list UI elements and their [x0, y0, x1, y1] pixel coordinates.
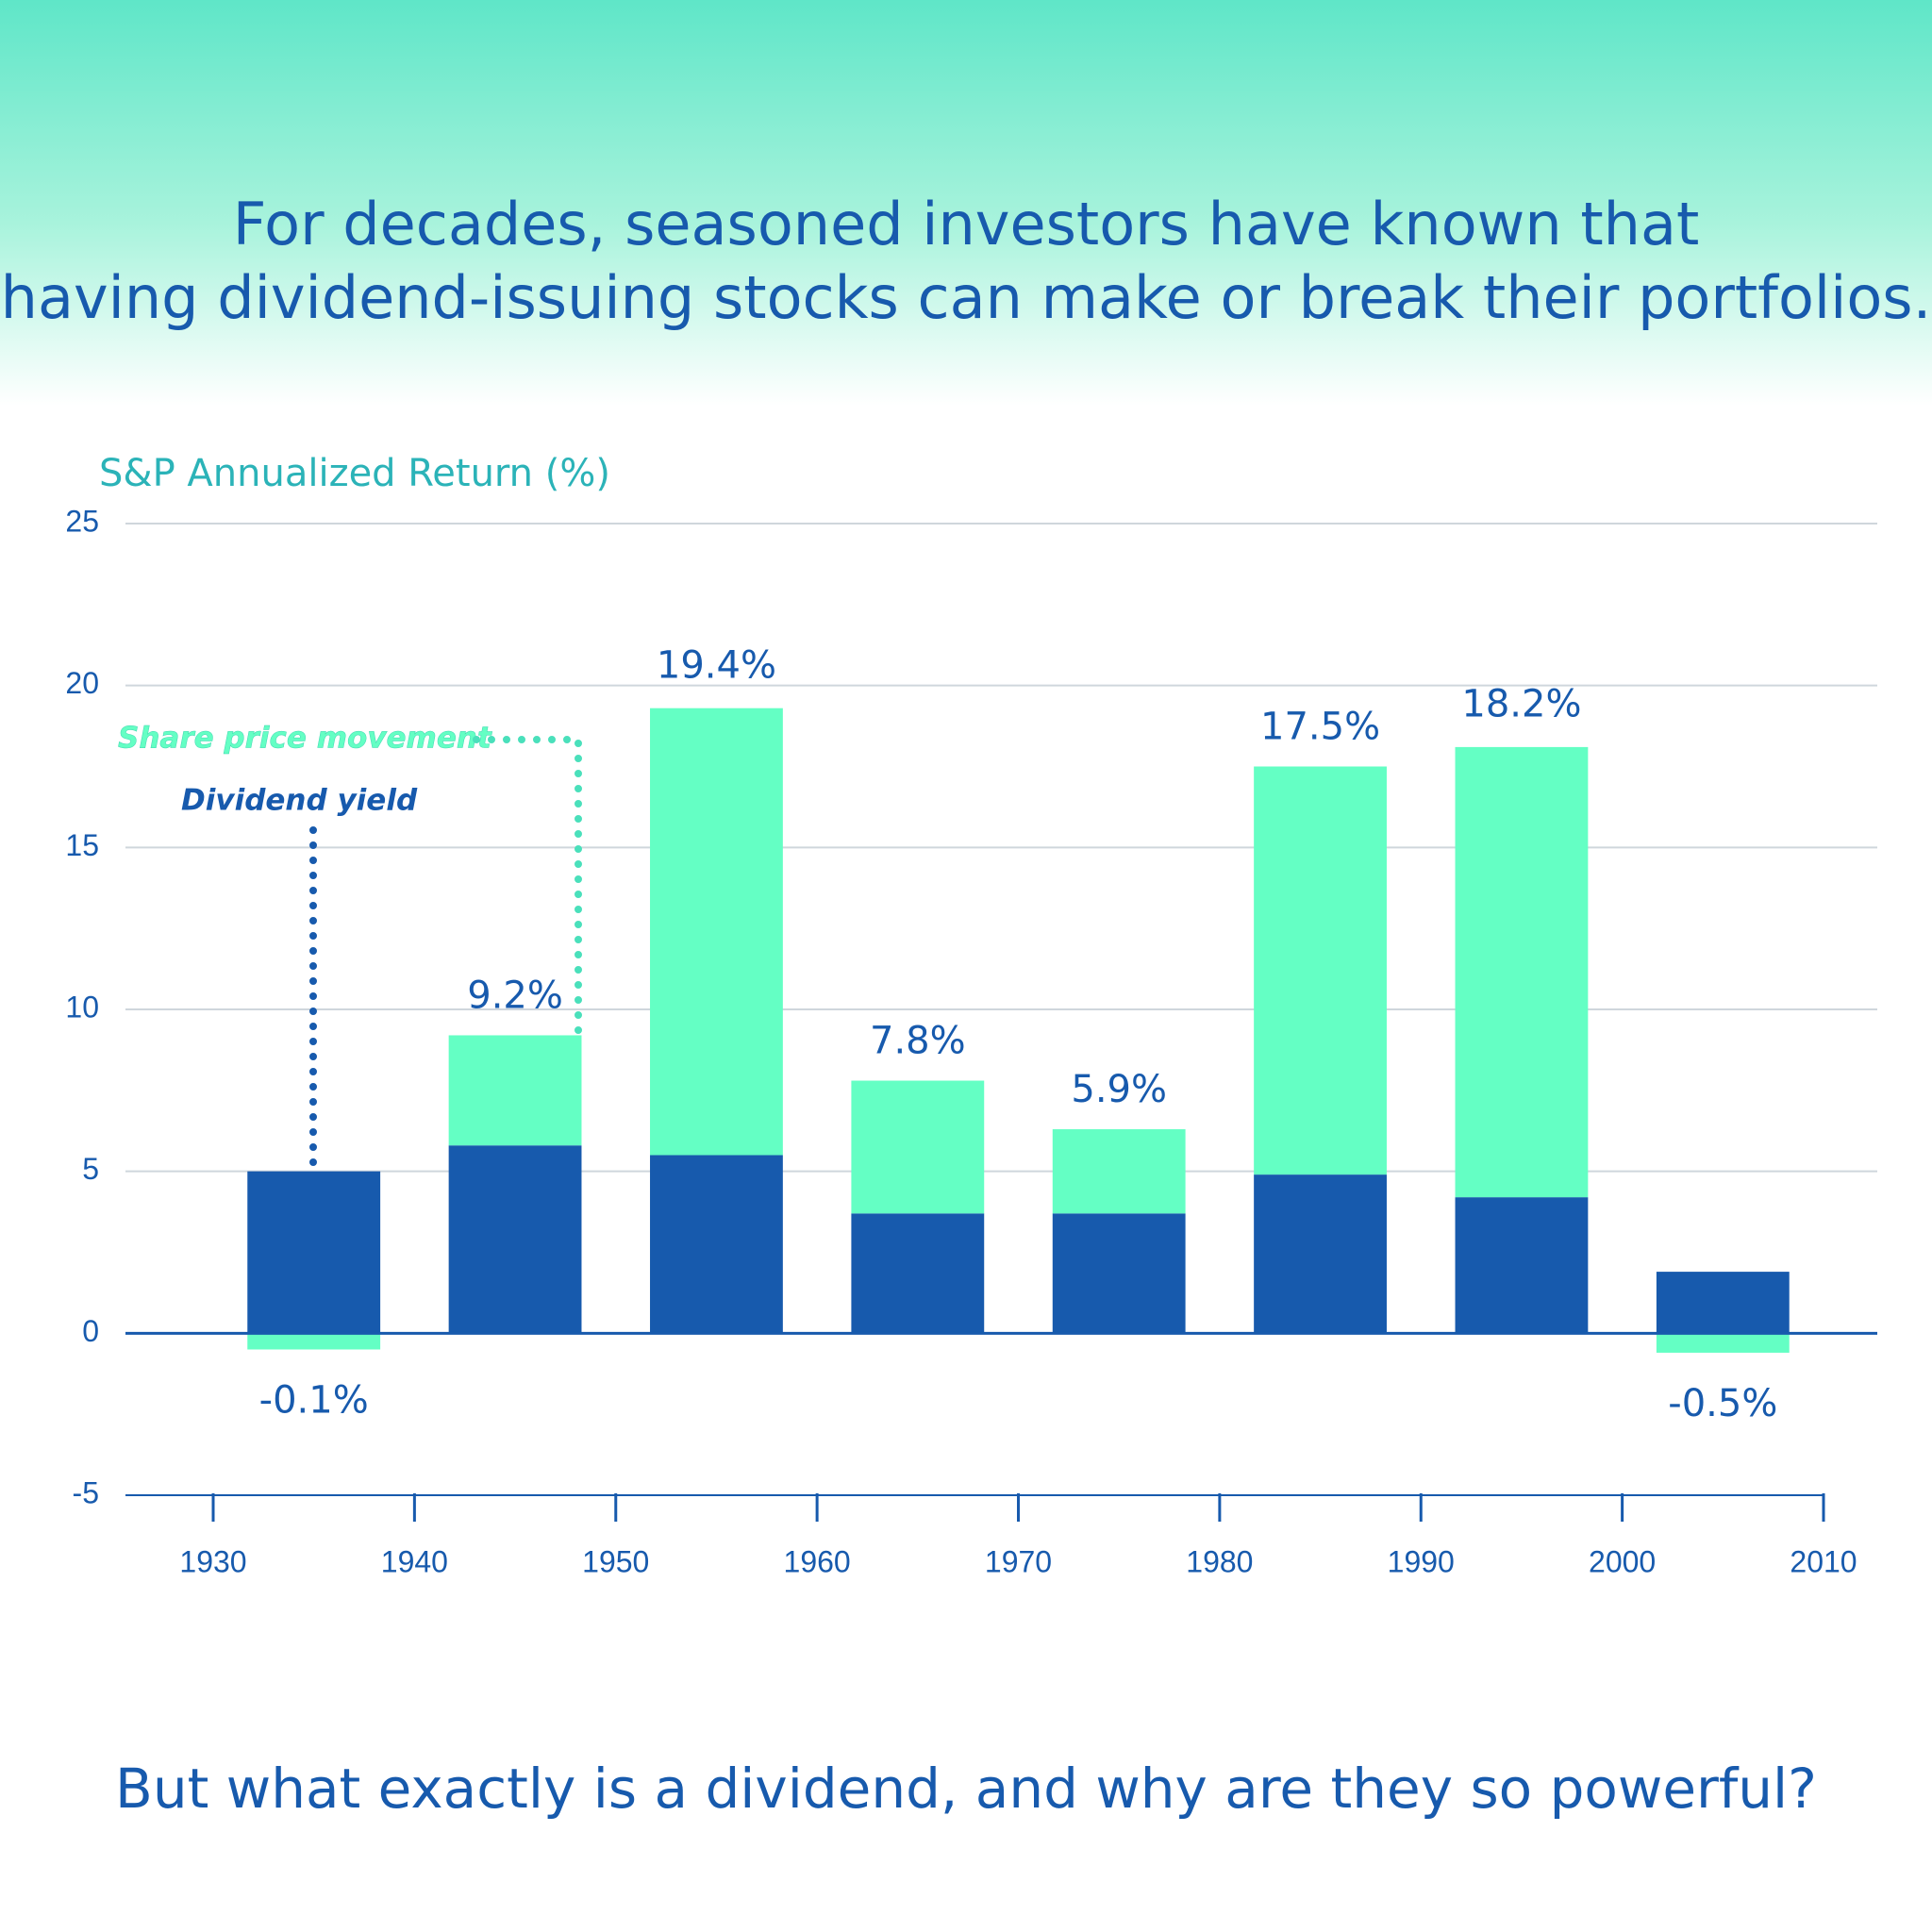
x-tick-label: 2000	[1589, 1544, 1656, 1578]
y-tick-label: 5	[82, 1152, 99, 1186]
y-axis-label: S&P Annualized Return (%)	[99, 452, 610, 495]
bar-segment	[1656, 1333, 1790, 1353]
total-label: -0.1%	[259, 1379, 369, 1423]
x-tick-label: 1970	[985, 1544, 1052, 1578]
x-tick-label: 2010	[1790, 1544, 1857, 1578]
bar-segment	[1455, 746, 1589, 1198]
bar-segment	[650, 708, 783, 1156]
series-label: Share price movement	[118, 722, 492, 756]
y-tick-label: 25	[65, 504, 99, 538]
header-background	[0, 0, 1932, 406]
x-tick-label: 1950	[582, 1544, 649, 1578]
series-label: Dividend yield	[181, 784, 418, 818]
y-tick-label: 20	[65, 666, 99, 700]
bar-segment	[1254, 1174, 1387, 1334]
total-label: 19.4%	[657, 643, 776, 687]
title-line: For decades, seasoned investors have kno…	[1, 190, 1932, 332]
y-tick-label: -5	[73, 1475, 99, 1509]
bar-segment	[1254, 766, 1387, 1175]
x-tick-label: 1980	[1186, 1544, 1253, 1578]
x-tick-label: 1960	[784, 1544, 851, 1578]
total-label: 5.9%	[1071, 1068, 1167, 1111]
total-label: 7.8%	[870, 1020, 966, 1063]
closing-question: But what exactly is a dividend, and why …	[115, 1757, 1817, 1821]
leader-line	[473, 736, 582, 1036]
x-tick-label: 1940	[381, 1544, 448, 1578]
bar-segment	[851, 1213, 985, 1334]
y-tick-label: 0	[82, 1314, 99, 1348]
total-label: 18.2%	[1461, 682, 1581, 725]
bar-segment	[247, 1171, 381, 1334]
y-tick-label: 10	[65, 990, 99, 1024]
bar-segment	[1656, 1272, 1790, 1334]
bar-segment	[1052, 1129, 1186, 1214]
bar-segment	[851, 1080, 985, 1214]
x-tick-label: 1990	[1388, 1544, 1455, 1578]
x-tick-label: 1930	[179, 1544, 246, 1578]
bar-segment	[650, 1155, 783, 1334]
y-tick-label: 15	[65, 828, 99, 862]
bar-segment	[448, 1145, 582, 1334]
total-label: -0.5%	[1668, 1382, 1777, 1425]
bar-segment	[1052, 1213, 1186, 1334]
bar-segment	[448, 1035, 582, 1146]
total-label: 17.5%	[1260, 706, 1380, 749]
total-label: 9.2%	[467, 974, 563, 1017]
bar-segment	[1455, 1197, 1589, 1334]
bar-segment	[247, 1333, 381, 1350]
